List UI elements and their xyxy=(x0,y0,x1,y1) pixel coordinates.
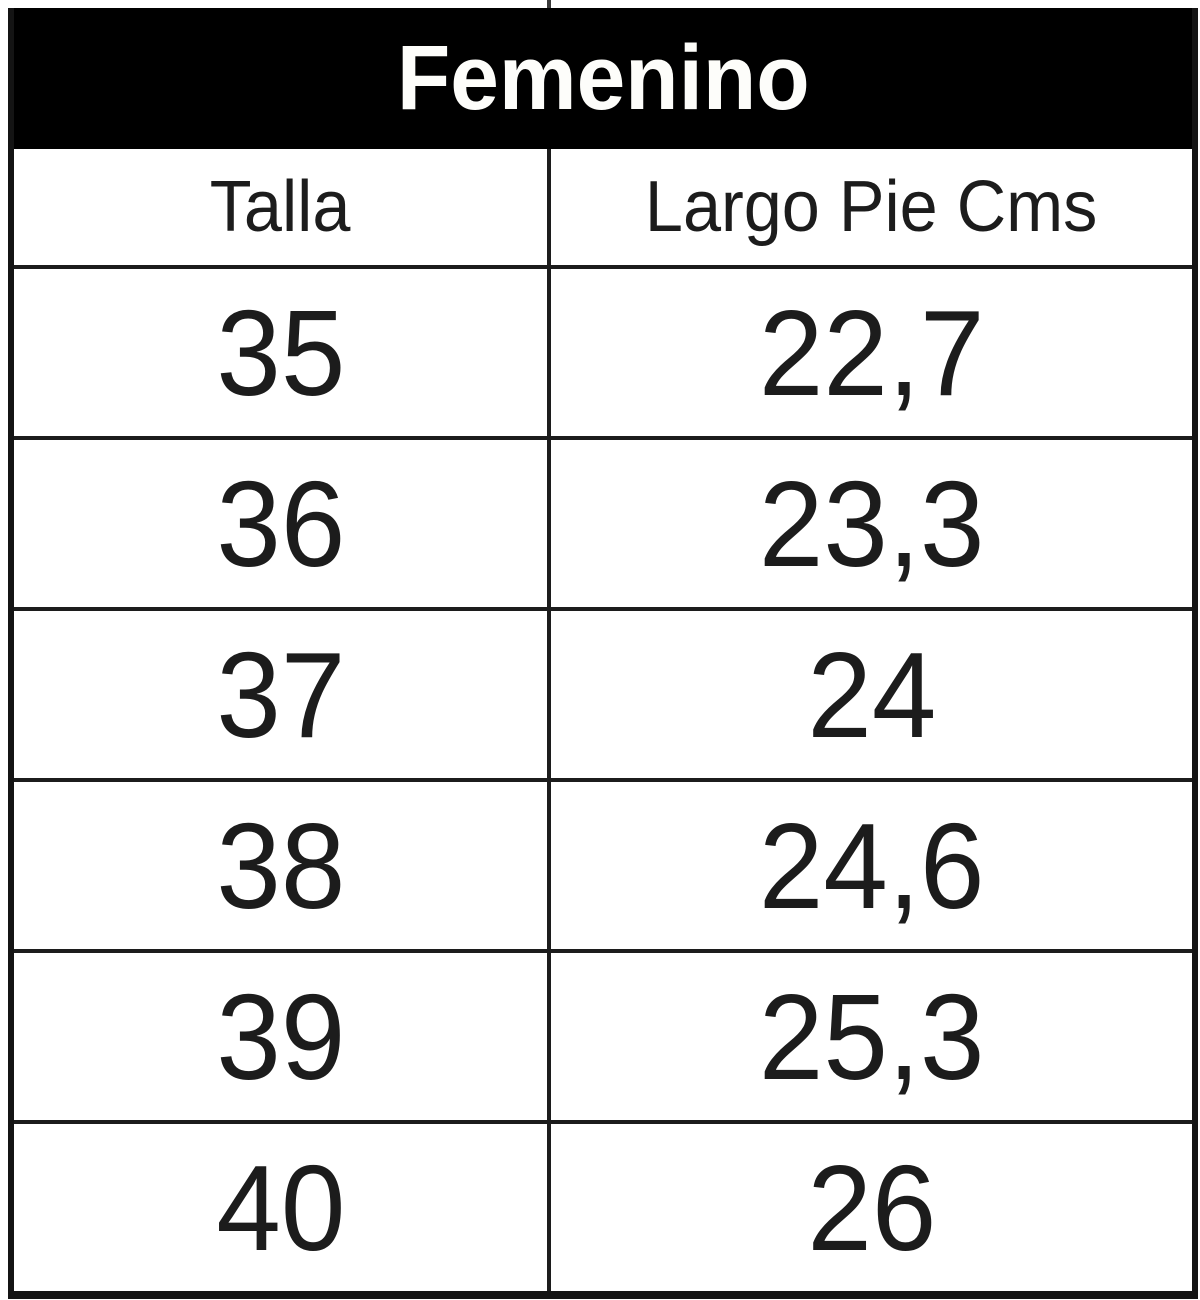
length-cell: 23,3 xyxy=(551,440,1192,607)
table-header-row: Talla Largo Pie Cms xyxy=(14,149,1192,265)
size-value: 40 xyxy=(216,1139,345,1276)
length-cell: 26 xyxy=(551,1124,1192,1291)
length-value: 24 xyxy=(807,626,936,763)
length-cell: 24 xyxy=(551,611,1192,778)
table-row: 38 24,6 xyxy=(14,778,1192,949)
size-cell: 35 xyxy=(14,269,551,436)
length-cell: 24,6 xyxy=(551,782,1192,949)
size-cell: 37 xyxy=(14,611,551,778)
column-divider-mark xyxy=(547,0,551,8)
size-table: Femenino Talla Largo Pie Cms 35 22,7 36 … xyxy=(8,8,1198,1299)
size-value: 37 xyxy=(216,626,345,763)
size-cell: 38 xyxy=(14,782,551,949)
size-value: 35 xyxy=(216,284,345,421)
length-value: 23,3 xyxy=(758,455,985,592)
size-value: 36 xyxy=(216,455,345,592)
length-value: 26 xyxy=(807,1139,936,1276)
table-row: 39 25,3 xyxy=(14,949,1192,1120)
length-cell: 22,7 xyxy=(551,269,1192,436)
size-cell: 39 xyxy=(14,953,551,1120)
length-cell: 25,3 xyxy=(551,953,1192,1120)
table-row: 37 24 xyxy=(14,607,1192,778)
size-cell: 36 xyxy=(14,440,551,607)
column-header-talla-label: Talla xyxy=(210,167,351,247)
size-value: 38 xyxy=(216,797,345,934)
length-value: 25,3 xyxy=(758,968,985,1105)
table-row: 36 23,3 xyxy=(14,436,1192,607)
column-header-largo: Largo Pie Cms xyxy=(551,149,1192,265)
table-title-band: Femenino xyxy=(14,8,1192,149)
column-header-largo-label: Largo Pie Cms xyxy=(645,167,1098,247)
length-value: 22,7 xyxy=(758,284,985,421)
size-cell: 40 xyxy=(14,1124,551,1291)
top-margin-strip xyxy=(8,0,1198,8)
table-row: 40 26 xyxy=(14,1120,1192,1291)
table-title: Femenino xyxy=(396,27,810,129)
size-value: 39 xyxy=(216,968,345,1105)
table-row: 35 22,7 xyxy=(14,265,1192,436)
length-value: 24,6 xyxy=(758,797,985,934)
column-header-talla: Talla xyxy=(14,149,551,265)
